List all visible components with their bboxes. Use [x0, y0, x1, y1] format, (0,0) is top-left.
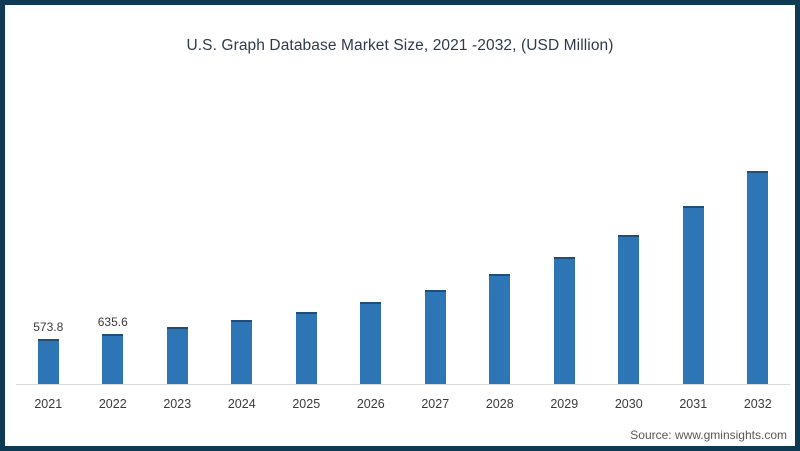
bar-slot: [210, 320, 275, 384]
bar-slot: [597, 235, 662, 384]
bar: [37, 338, 59, 384]
bars-container: 573.8 635.6: [16, 58, 790, 384]
data-label: 573.8: [33, 319, 64, 334]
bar: [682, 206, 704, 384]
bar: [489, 274, 511, 384]
chart-title: U.S. Graph Database Market Size, 2021 -2…: [186, 37, 614, 54]
bar-slot: [339, 302, 404, 384]
bar-slot: [532, 256, 597, 384]
x-axis-labels: 2021 2022 2023 2024 2025 2026 2027 2028 2029 2030…: [16, 396, 790, 412]
x-axis-label: 2026: [356, 397, 385, 411]
bar: [166, 326, 188, 384]
bar: [618, 235, 640, 384]
bar: [747, 171, 769, 384]
bar-slot: [726, 171, 791, 384]
bar-slot: [403, 289, 468, 384]
bar: [102, 334, 124, 384]
plot-area: 573.8 635.6: [16, 58, 790, 385]
x-axis-label: 2030: [614, 397, 643, 411]
bar-slot: [274, 312, 339, 384]
x-axis-label: 2027: [421, 397, 450, 411]
bar-slot: 635.6: [81, 315, 146, 384]
x-axis-label: 2023: [163, 397, 192, 411]
bar: [231, 320, 253, 384]
bar-slot: [145, 326, 210, 384]
bar-slot: 573.8: [16, 320, 81, 384]
bar: [424, 289, 446, 384]
data-label: 635.6: [97, 315, 128, 329]
x-axis-label: 2024: [227, 397, 256, 411]
x-axis-label: 2025: [292, 397, 321, 411]
x-axis-label: 2028: [485, 397, 514, 411]
source-text: Source: www.gminsights.com: [630, 428, 787, 442]
bar: [360, 302, 382, 384]
x-axis-label: 2021: [34, 397, 63, 411]
x-axis-label: 2031: [679, 397, 708, 411]
bar-slot: [661, 206, 726, 384]
x-axis-label: 2022: [98, 397, 127, 411]
x-axis-label: 2032: [743, 397, 772, 411]
bar: [553, 256, 575, 384]
bar-slot: [468, 274, 533, 384]
x-axis-label: 2029: [550, 397, 579, 411]
bar: [295, 312, 317, 384]
